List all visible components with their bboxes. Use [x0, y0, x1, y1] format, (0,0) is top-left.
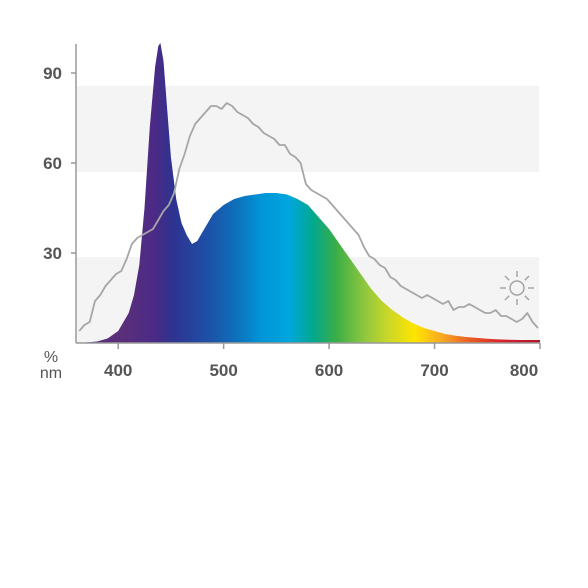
x-tick-label: 700: [420, 361, 448, 380]
y-unit-label: %: [44, 349, 58, 366]
y-ticks: 30 60 90: [43, 64, 76, 263]
x-tick-label: 400: [104, 361, 132, 380]
x-ticks: 400 500 600 700 800: [104, 343, 541, 380]
spectrum-area: [76, 43, 540, 343]
sun-icon: [500, 271, 534, 305]
y-tick-label: 60: [43, 154, 62, 173]
grid-band-upper: [77, 86, 539, 172]
y-tick-label: 30: [43, 244, 62, 263]
y-tick-label: 90: [43, 64, 62, 83]
x-tick-label: 500: [209, 361, 237, 380]
x-tick-label: 800: [510, 361, 538, 380]
x-unit-label: nm: [40, 365, 62, 382]
daylight-reference-line: [78, 102, 539, 332]
x-tick-label: 600: [315, 361, 343, 380]
